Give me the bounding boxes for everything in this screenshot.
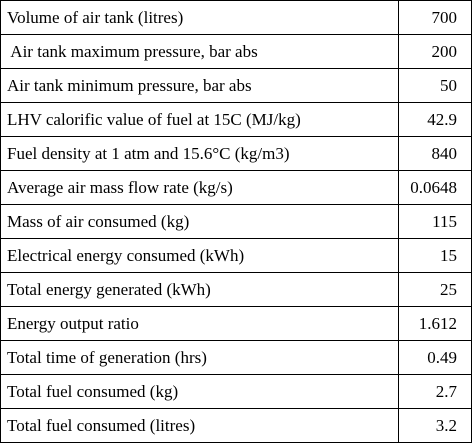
row-label: LHV calorific value of fuel at 15C (MJ/k… xyxy=(0,102,399,137)
row-label: Total time of generation (hrs) xyxy=(0,340,399,375)
row-label: Energy output ratio xyxy=(0,306,399,341)
table-row: Air tank maximum pressure, bar abs 200 xyxy=(0,34,472,69)
row-value: 700 xyxy=(398,0,472,35)
row-value: 15 xyxy=(398,238,472,273)
row-value: 840 xyxy=(398,136,472,171)
row-label: Total fuel consumed (litres) xyxy=(0,408,399,443)
row-value: 50 xyxy=(398,68,472,103)
table-row: Average air mass flow rate (kg/s) 0.0648 xyxy=(0,170,472,205)
table-row: Total energy generated (kWh) 25 xyxy=(0,272,472,307)
row-value: 115 xyxy=(398,204,472,239)
table-row: Volume of air tank (litres) 700 xyxy=(0,0,472,35)
row-value: 42.9 xyxy=(398,102,472,137)
row-value: 0.49 xyxy=(398,340,472,375)
table-row: Air tank minimum pressure, bar abs 50 xyxy=(0,68,472,103)
row-value: 25 xyxy=(398,272,472,307)
row-label: Fuel density at 1 atm and 15.6°C (kg/m3) xyxy=(0,136,399,171)
row-label: Air tank minimum pressure, bar abs xyxy=(0,68,399,103)
table-row: Mass of air consumed (kg) 115 xyxy=(0,204,472,239)
row-label: Total fuel consumed (kg) xyxy=(0,374,399,409)
row-label: Electrical energy consumed (kWh) xyxy=(0,238,399,273)
row-label: Mass of air consumed (kg) xyxy=(0,204,399,239)
row-value: 200 xyxy=(398,34,472,69)
row-value: 2.7 xyxy=(398,374,472,409)
row-label: Total energy generated (kWh) xyxy=(0,272,399,307)
row-value: 0.0648 xyxy=(398,170,472,205)
table-row: LHV calorific value of fuel at 15C (MJ/k… xyxy=(0,102,472,137)
row-label: Volume of air tank (litres) xyxy=(0,0,399,35)
table-row: Fuel density at 1 atm and 15.6°C (kg/m3)… xyxy=(0,136,472,171)
table-row: Total fuel consumed (litres) 3.2 xyxy=(0,408,472,443)
table-row: Total time of generation (hrs) 0.49 xyxy=(0,340,472,375)
row-label: Air tank maximum pressure, bar abs xyxy=(0,34,399,69)
row-value: 3.2 xyxy=(398,408,472,443)
table-row: Total fuel consumed (kg) 2.7 xyxy=(0,374,472,409)
table-row: Electrical energy consumed (kWh) 15 xyxy=(0,238,472,273)
row-label: Average air mass flow rate (kg/s) xyxy=(0,170,399,205)
table-row: Energy output ratio 1.612 xyxy=(0,306,472,341)
row-value: 1.612 xyxy=(398,306,472,341)
